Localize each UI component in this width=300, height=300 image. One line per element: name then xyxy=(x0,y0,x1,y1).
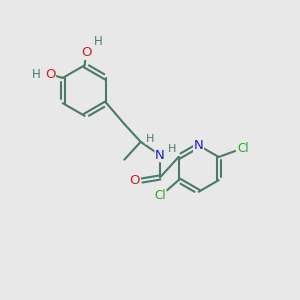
Text: O: O xyxy=(81,46,91,59)
Text: Cl: Cl xyxy=(238,142,249,155)
Text: N: N xyxy=(155,149,165,162)
Text: H: H xyxy=(168,144,176,154)
Text: O: O xyxy=(130,174,140,187)
Text: N: N xyxy=(194,139,203,152)
Text: H: H xyxy=(32,68,40,81)
Text: H: H xyxy=(94,35,102,48)
Text: Cl: Cl xyxy=(154,188,166,202)
Text: H: H xyxy=(146,134,154,144)
Text: O: O xyxy=(45,68,56,81)
